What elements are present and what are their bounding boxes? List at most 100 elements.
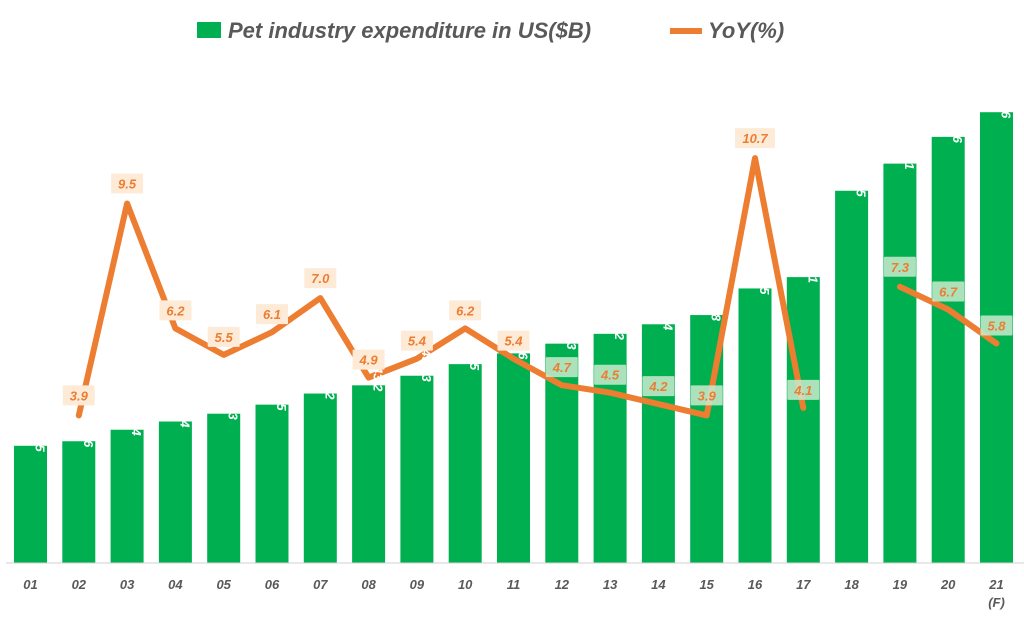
yoy-value-label: 3.9 bbox=[70, 388, 89, 403]
bar-value-label: 109.6 bbox=[999, 86, 1014, 119]
yoy-label-bg bbox=[545, 357, 578, 378]
bar-value-label: 55.72 bbox=[612, 307, 627, 340]
bar-value-label: 38.5 bbox=[274, 385, 289, 411]
bar bbox=[303, 393, 337, 563]
legend-swatch-bar bbox=[197, 22, 221, 38]
legend: Pet industry expenditure in US($B) YoY(%… bbox=[197, 18, 784, 43]
yoy-label-bg bbox=[690, 385, 723, 406]
bar bbox=[110, 429, 144, 563]
yoy-label-bg bbox=[159, 300, 192, 321]
x-tick-label: 11 bbox=[507, 577, 521, 592]
yoy-value-label: 5.5 bbox=[215, 330, 234, 345]
bar bbox=[158, 421, 192, 563]
x-tick-label: 01 bbox=[23, 577, 37, 592]
x-tick-note: (F) bbox=[988, 595, 1005, 610]
bar bbox=[400, 375, 434, 563]
x-tick-label: 06 bbox=[265, 577, 280, 592]
yoy-value-label: 6.7 bbox=[939, 284, 958, 299]
x-tick-label: 14 bbox=[651, 577, 666, 592]
yoy-label-bg bbox=[594, 364, 627, 385]
bar bbox=[255, 404, 289, 563]
bar-value-label: 32.4 bbox=[129, 410, 144, 436]
x-tick-label: 17 bbox=[796, 577, 811, 592]
legend-label-line: YoY(%) bbox=[708, 18, 784, 43]
bar bbox=[641, 324, 675, 563]
yoy-label-bg bbox=[980, 315, 1013, 336]
yoy-label-bg bbox=[449, 300, 482, 321]
bar-value-label: 41.2 bbox=[322, 373, 337, 400]
legend-label-bar: Pet industry expenditure in US($B) bbox=[228, 18, 591, 43]
yoy-value-label: 3.9 bbox=[698, 388, 717, 403]
bar-value-label: 97.1 bbox=[902, 144, 917, 169]
yoy-label-bg bbox=[735, 128, 775, 149]
bar-value-label: 69.51 bbox=[805, 251, 820, 284]
bar bbox=[448, 364, 482, 563]
x-tick-label: 04 bbox=[168, 577, 183, 592]
yoy-value-label: 7.0 bbox=[311, 271, 330, 286]
bar-value-label: 53.33 bbox=[564, 317, 579, 350]
x-tick-label: 07 bbox=[313, 577, 328, 592]
bar bbox=[497, 353, 530, 563]
yoy-line bbox=[896, 283, 1000, 347]
bar bbox=[931, 136, 965, 563]
x-tick-label: 10 bbox=[458, 577, 473, 592]
bar-value-label: 29.6 bbox=[81, 421, 96, 448]
bar-value-label: 34.4 bbox=[177, 402, 192, 428]
yoy-value-label: 9.5 bbox=[118, 177, 137, 192]
yoy-value-label: 4.1 bbox=[793, 383, 812, 398]
bar bbox=[786, 277, 820, 563]
bar-value-label: 43.2 bbox=[371, 365, 386, 392]
bar bbox=[738, 288, 772, 563]
yoy-label-bg bbox=[400, 330, 433, 351]
yoy-value-label: 5.4 bbox=[408, 334, 427, 349]
x-tick-label: 19 bbox=[893, 577, 908, 592]
yoy-label-bg bbox=[111, 173, 144, 194]
bar-value-label: 45.53 bbox=[419, 348, 434, 382]
x-tick-label: 03 bbox=[120, 577, 135, 592]
yoy-value-label: 4.7 bbox=[552, 360, 572, 375]
x-tick-label: 18 bbox=[844, 577, 859, 592]
yoy-label-bg bbox=[304, 268, 337, 289]
bar-series bbox=[14, 112, 1013, 563]
x-tick-label: 20 bbox=[940, 577, 956, 592]
yoy-label-bg bbox=[787, 379, 820, 400]
yoy-line-series bbox=[75, 155, 1000, 419]
yoy-label-bg bbox=[642, 376, 675, 397]
bar-value-label: 60.28 bbox=[709, 289, 724, 322]
yoy-labels: 3.9 9.5 6.2 5.5 6.1 7.0 4.9 5.4 6.2 5.4 4.7 4.5 4.2 3… bbox=[62, 128, 1013, 406]
yoy-label-bg bbox=[352, 349, 385, 370]
yoy-line bbox=[75, 155, 807, 419]
bar-value-label: 66.75 bbox=[757, 262, 772, 295]
bar bbox=[14, 445, 47, 563]
x-tick-label: 02 bbox=[72, 577, 87, 592]
yoy-value-label: 4.9 bbox=[359, 353, 379, 368]
bar-value-label: 58.04 bbox=[660, 298, 675, 331]
yoy-label-bg bbox=[497, 330, 530, 351]
x-tick-label: 08 bbox=[361, 577, 376, 592]
bar-value-label: 28.5 bbox=[33, 425, 48, 452]
yoy-value-label: 6.2 bbox=[166, 303, 185, 318]
yoy-value-label: 5.8 bbox=[987, 319, 1006, 334]
bar-value-label: 36.3 bbox=[226, 394, 241, 420]
bar-value-label: 48.35 bbox=[467, 337, 482, 371]
bar bbox=[352, 385, 386, 563]
x-tick-label: 05 bbox=[216, 577, 231, 592]
yoy-value-label: 7.3 bbox=[891, 260, 910, 275]
x-tick-label: 12 bbox=[555, 577, 570, 592]
x-axis-ticks: 01 02 03 04 05 06 07 08 09 10 11 12 13 14 15 16 17 18 19 20… bbox=[23, 577, 1005, 610]
yoy-value-label: 6.1 bbox=[263, 307, 281, 322]
x-tick-label: 16 bbox=[748, 577, 763, 592]
yoy-label-bg bbox=[62, 385, 95, 406]
bar-value-label: 90.5 bbox=[854, 171, 869, 197]
yoy-value-label: 6.2 bbox=[456, 303, 475, 318]
x-tick-label: 15 bbox=[699, 577, 714, 592]
yoy-label-bg bbox=[932, 281, 965, 302]
x-tick-label: 13 bbox=[603, 577, 618, 592]
yoy-value-label: 5.4 bbox=[504, 334, 523, 349]
x-tick-label: 21 bbox=[988, 577, 1003, 592]
yoy-value-label: 4.5 bbox=[600, 368, 620, 383]
yoy-label-bg bbox=[207, 326, 240, 347]
yoy-value-label: 10.7 bbox=[742, 131, 768, 146]
yoy-label-bg bbox=[256, 304, 288, 325]
